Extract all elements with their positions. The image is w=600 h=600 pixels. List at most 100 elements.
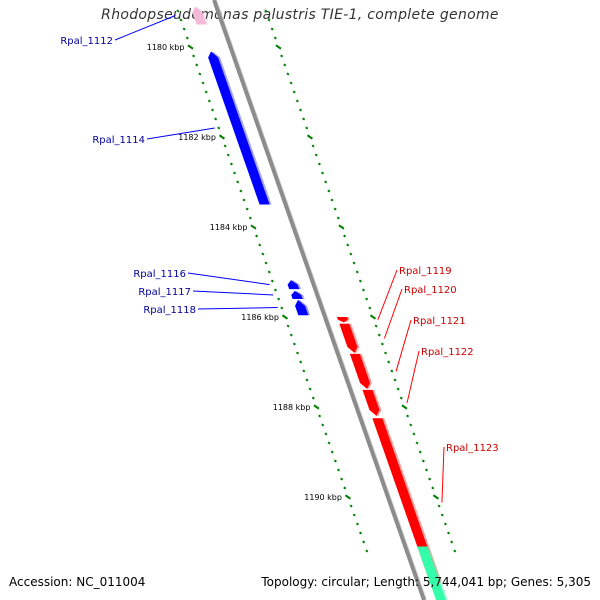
minor-tick-reverse: [218, 134, 226, 140]
minor-tick-forward: [446, 531, 451, 535]
minor-tick-reverse: [195, 63, 199, 67]
minor-tick-reverse: [295, 351, 300, 355]
label-layer: 1180 kbp 1182 kbp 1184 kbp 1186 kbp 1188 kbp…: [60, 15, 499, 503]
genome-summary-text: Topology: circular; Length: 5,744,041 bp…: [261, 575, 591, 589]
minor-tick-reverse: [333, 459, 337, 463]
minor-tick-forward: [415, 441, 419, 445]
scale-label: 1180 kbp: [147, 43, 185, 52]
minor-tick-forward: [330, 198, 334, 202]
minor-tick-forward: [387, 360, 391, 364]
minor-tick-reverse: [311, 396, 315, 400]
minor-tick-reverse: [250, 224, 257, 230]
minor-tick-forward: [406, 414, 410, 418]
minor-tick-forward: [380, 342, 384, 346]
minor-tick-forward: [336, 216, 340, 220]
minor-tick-reverse: [229, 162, 233, 166]
minor-tick-reverse: [273, 288, 278, 292]
scale-label: 1182 kbp: [178, 133, 216, 142]
minor-tick-forward: [314, 153, 318, 157]
minor-tick-forward: [358, 279, 362, 283]
leader-line: [441, 446, 445, 503]
minor-tick-reverse: [248, 216, 252, 220]
minor-tick-forward: [432, 494, 440, 500]
minor-tick-reverse: [198, 72, 202, 76]
tick-layer: [176, 9, 457, 553]
minor-tick-forward: [280, 54, 284, 58]
minor-tick-reverse: [239, 189, 243, 193]
gene-rpal_1122: [362, 389, 380, 416]
scale-label: 1186 kbp: [241, 313, 279, 322]
minor-tick-reverse: [349, 504, 353, 508]
minor-tick-reverse: [270, 279, 274, 283]
minor-tick-forward: [377, 333, 381, 337]
minor-tick-reverse: [267, 270, 271, 274]
minor-tick-forward: [440, 513, 444, 517]
minor-tick-reverse: [264, 261, 268, 265]
minor-tick-forward: [283, 63, 287, 67]
minor-tick-forward: [421, 459, 425, 463]
minor-tick-reverse: [176, 9, 180, 13]
minor-tick-reverse: [286, 324, 290, 328]
minor-tick-forward: [390, 369, 394, 373]
minor-tick-reverse: [343, 486, 347, 490]
gene-rpal_1118: [295, 299, 309, 316]
leader-line: [197, 307, 278, 310]
minor-tick-forward: [267, 18, 271, 22]
minor-tick-reverse: [299, 360, 303, 364]
minor-tick-reverse: [281, 314, 289, 320]
minor-tick-forward: [437, 504, 441, 508]
gene-rpal_1117: [291, 290, 303, 299]
minor-tick-forward: [374, 324, 378, 328]
gene-rpal_1119: [336, 317, 348, 323]
minor-tick-forward: [352, 261, 356, 265]
minor-tick-forward: [355, 270, 359, 274]
minor-tick-forward: [324, 180, 328, 184]
minor-tick-forward: [327, 189, 331, 193]
gene-label-rpal_1119: Rpal_1119: [399, 266, 452, 277]
minor-tick-reverse: [214, 117, 218, 121]
gene-rna: [417, 546, 447, 600]
minor-tick-reverse: [187, 44, 194, 50]
minor-tick-forward: [369, 314, 377, 320]
minor-tick-reverse: [258, 243, 262, 247]
scale-label: 1184 kbp: [210, 223, 248, 232]
gene-label-rpal_1122: Rpal_1122: [421, 347, 474, 358]
minor-tick-forward: [305, 126, 309, 130]
minor-tick-reverse: [261, 252, 265, 256]
minor-tick-reverse: [192, 54, 196, 58]
minor-tick-forward: [443, 522, 447, 526]
minor-tick-forward: [412, 432, 416, 436]
minor-tick-forward: [431, 486, 435, 490]
gene-label-rpal_1114: Rpal_1114: [92, 135, 145, 146]
gene-rpal_1121: [349, 353, 371, 389]
minor-tick-reverse: [185, 36, 189, 40]
minor-tick-forward: [393, 378, 397, 382]
minor-tick-reverse: [344, 494, 352, 500]
minor-tick-forward: [349, 252, 353, 256]
accession-text: Accession: NC_011004: [9, 575, 146, 589]
minor-tick-forward: [317, 162, 321, 166]
minor-tick-forward: [273, 36, 277, 40]
leader-line: [146, 127, 215, 140]
minor-tick-reverse: [336, 468, 341, 472]
gene-rpal_1120: [339, 323, 358, 353]
minor-tick-forward: [306, 134, 314, 140]
minor-tick-reverse: [179, 18, 183, 22]
minor-tick-forward: [424, 468, 429, 472]
minor-tick-reverse: [308, 387, 312, 391]
minor-tick-forward: [264, 9, 268, 13]
minor-tick-reverse: [217, 126, 221, 130]
minor-tick-reverse: [201, 81, 205, 85]
minor-tick-forward: [453, 549, 457, 553]
gene-rpal_1123: [372, 418, 440, 587]
minor-tick-reverse: [362, 540, 366, 544]
minor-tick-forward: [286, 72, 290, 76]
minor-tick-forward: [409, 423, 413, 427]
minor-tick-forward: [302, 117, 306, 121]
minor-tick-reverse: [232, 171, 237, 175]
minor-tick-reverse: [365, 549, 369, 553]
leader-line: [377, 269, 398, 320]
minor-tick-forward: [338, 224, 345, 230]
minor-tick-reverse: [242, 198, 246, 202]
